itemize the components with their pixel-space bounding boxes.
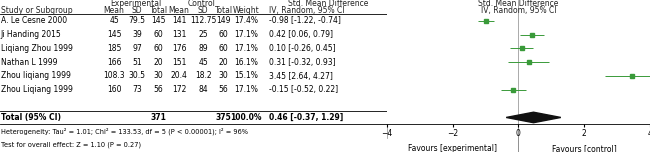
Text: 371: 371 — [151, 113, 166, 122]
Text: 56: 56 — [153, 85, 163, 94]
Text: Nathan L 1999: Nathan L 1999 — [1, 58, 57, 67]
Text: 18.2: 18.2 — [195, 71, 211, 81]
Text: Mean: Mean — [103, 6, 125, 15]
Text: 166: 166 — [107, 58, 122, 67]
Text: 0.10 [-0.26, 0.45]: 0.10 [-0.26, 0.45] — [269, 44, 335, 53]
Text: 17.1%: 17.1% — [235, 30, 258, 39]
Text: Test for overall effect: Z = 1.10 (P = 0.27): Test for overall effect: Z = 1.10 (P = 0… — [1, 142, 141, 148]
Text: Zhou Liqiang 1999: Zhou Liqiang 1999 — [1, 85, 73, 94]
Text: Study or Subgroup: Study or Subgroup — [1, 6, 72, 15]
Text: 141: 141 — [172, 16, 187, 25]
Text: 151: 151 — [172, 58, 187, 67]
Text: 51: 51 — [133, 58, 142, 67]
Text: 145: 145 — [151, 16, 166, 25]
Text: 185: 185 — [107, 44, 122, 53]
Text: Weight: Weight — [233, 6, 260, 15]
Text: 60: 60 — [218, 30, 228, 39]
Text: Std. Mean Difference: Std. Mean Difference — [287, 0, 368, 8]
Polygon shape — [506, 112, 561, 123]
Text: 160: 160 — [107, 85, 122, 94]
Text: 60: 60 — [218, 44, 228, 53]
Text: 60: 60 — [153, 30, 163, 39]
Text: Ji Handing 2015: Ji Handing 2015 — [1, 30, 62, 39]
Text: 89: 89 — [198, 44, 208, 53]
Text: IV, Random, 95% CI: IV, Random, 95% CI — [269, 6, 344, 15]
Text: 30: 30 — [153, 71, 163, 81]
Text: 20: 20 — [219, 58, 228, 67]
Text: 30.5: 30.5 — [129, 71, 146, 81]
Text: Total (95% CI): Total (95% CI) — [1, 113, 60, 122]
Text: -0.15 [-0.52, 0.22]: -0.15 [-0.52, 0.22] — [269, 85, 338, 94]
Text: 20: 20 — [154, 58, 163, 67]
Text: 131: 131 — [172, 30, 187, 39]
Text: 25: 25 — [198, 30, 208, 39]
Text: 112.75: 112.75 — [190, 16, 216, 25]
Text: Control: Control — [187, 0, 215, 8]
Text: -0.98 [-1.22, -0.74]: -0.98 [-1.22, -0.74] — [269, 16, 341, 25]
Text: Zhou liqiang 1999: Zhou liqiang 1999 — [1, 71, 71, 81]
Text: 17.1%: 17.1% — [235, 85, 258, 94]
Text: Total: Total — [214, 6, 233, 15]
Text: 17.1%: 17.1% — [235, 44, 258, 53]
Text: 84: 84 — [198, 85, 208, 94]
Text: 73: 73 — [133, 85, 142, 94]
Text: 20.4: 20.4 — [171, 71, 187, 81]
Text: 0.46 [-0.37, 1.29]: 0.46 [-0.37, 1.29] — [269, 113, 343, 122]
Text: 60: 60 — [153, 44, 163, 53]
Text: 172: 172 — [172, 85, 187, 94]
Text: 79.5: 79.5 — [129, 16, 146, 25]
Text: 17.4%: 17.4% — [235, 16, 258, 25]
Text: 0.42 [0.06, 0.79]: 0.42 [0.06, 0.79] — [269, 30, 333, 39]
Text: Experimental: Experimental — [111, 0, 162, 8]
Text: 3.45 [2.64, 4.27]: 3.45 [2.64, 4.27] — [269, 71, 333, 81]
Text: 30: 30 — [218, 71, 228, 81]
Text: 39: 39 — [133, 30, 142, 39]
Text: 45: 45 — [109, 16, 119, 25]
Text: 108.3: 108.3 — [103, 71, 125, 81]
Text: Favours [experimental]: Favours [experimental] — [408, 144, 497, 152]
Text: 145: 145 — [107, 30, 122, 39]
Text: IV, Random, 95% CI: IV, Random, 95% CI — [480, 6, 556, 15]
Text: 97: 97 — [133, 44, 142, 53]
Text: Liqiang Zhou 1999: Liqiang Zhou 1999 — [1, 44, 73, 53]
Text: 100.0%: 100.0% — [231, 113, 262, 122]
Text: Heterogeneity: Tau² = 1.01; Chi² = 133.53, df = 5 (P < 0.00001); I² = 96%: Heterogeneity: Tau² = 1.01; Chi² = 133.5… — [1, 128, 248, 135]
Text: SD: SD — [132, 6, 142, 15]
Text: 375: 375 — [216, 113, 231, 122]
Text: A. Le Cesne 2000: A. Le Cesne 2000 — [1, 16, 67, 25]
Text: 0.31 [-0.32, 0.93]: 0.31 [-0.32, 0.93] — [269, 58, 335, 67]
Text: 176: 176 — [172, 44, 187, 53]
Text: 149: 149 — [216, 16, 231, 25]
Text: Favours [control]: Favours [control] — [552, 144, 617, 152]
Text: Std. Mean Difference: Std. Mean Difference — [478, 0, 558, 8]
Text: 56: 56 — [218, 85, 228, 94]
Text: Mean: Mean — [168, 6, 190, 15]
Text: Total: Total — [150, 6, 168, 15]
Text: 15.1%: 15.1% — [235, 71, 258, 81]
Text: 45: 45 — [198, 58, 208, 67]
Text: SD: SD — [198, 6, 209, 15]
Text: 16.1%: 16.1% — [235, 58, 258, 67]
